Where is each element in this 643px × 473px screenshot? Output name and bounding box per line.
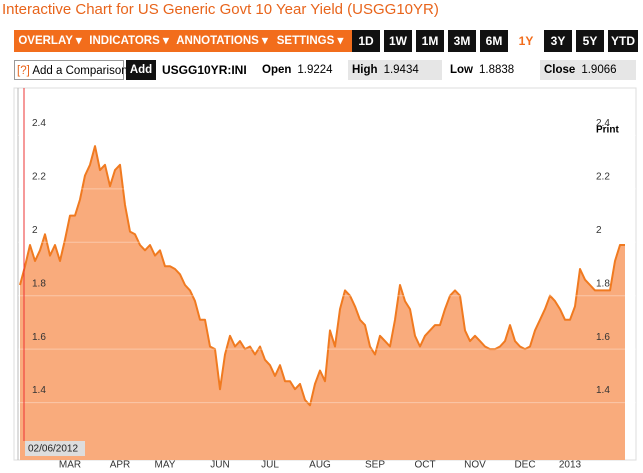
stat-value: 1.9434 [383,64,419,76]
x-tick-label: OCT [414,460,435,471]
y-tick-label: 1.6 [32,332,46,343]
stat-value: 1.9224 [297,64,333,76]
x-tick-label: 2013 [559,460,582,471]
page-title: Interactive Chart for US Generic Govt 10… [2,1,439,18]
x-tick-label: SEP [365,460,385,471]
stat-label: Open [262,64,292,76]
ticker: USGG10YR:INI [162,63,247,77]
x-tick-label: MAR [59,460,81,471]
placeholder: Add a Comparison [32,65,128,77]
area [20,146,625,460]
y-tick-label: 1.8 [32,278,46,289]
y-tick-label: 1.8 [596,278,610,289]
chart-frame [13,87,637,461]
y-tick-label: 2 [596,225,602,236]
menu-button[interactable]: ANNOTATIONS ▾ [174,30,270,52]
menu-button[interactable]: SETTINGS ▾ [274,30,346,52]
y-tick-label: 1.6 [596,332,610,343]
y-tick-label: 1.4 [32,385,46,396]
stat-value: 1.8838 [479,64,515,76]
range-button[interactable]: 5Y [576,30,604,52]
range-button[interactable]: 1W [384,30,412,52]
line [19,145,625,407]
y-tick-label: 1.4 [596,385,610,396]
range-button[interactable]: 1Y [512,30,540,52]
print-link[interactable]: Print [596,125,619,136]
y-tick-label: 2.4 [32,118,46,129]
range-button[interactable]: 1D [352,30,380,52]
x-tick-label: DEC [514,460,535,471]
menu-button[interactable]: OVERLAY ▾ [14,30,86,52]
comparison-input[interactable]: [?] Add a Comparison [14,60,128,80]
x-tick-label: MAY [155,460,176,471]
range-button[interactable]: 3M [448,30,476,52]
range-button[interactable]: 3Y [544,30,572,52]
y-tick-label: 2.2 [32,171,46,182]
stat: Open 1.9224 [258,60,342,80]
y-tick-label: 2.2 [596,171,610,182]
stat: High 1.9434 [348,60,442,80]
stat-label: Close [544,64,576,76]
x-tick-label: APR [110,460,131,471]
x-tick-label: AUG [309,460,331,471]
date-box [25,441,85,456]
range-button[interactable]: 6M [480,30,508,52]
menu-button[interactable]: INDICATORS ▾ [88,30,170,52]
add-button[interactable]: Add [126,60,156,80]
stat: Close 1.9066 [540,60,636,80]
stat-label: Low [450,64,473,76]
stat-label: High [352,64,378,76]
range-button[interactable]: 1M [416,30,444,52]
x-tick-label: NOV [464,460,486,471]
stat: Low 1.8838 [446,60,536,80]
range-button[interactable]: YTD [608,30,638,52]
stat-value: 1.9066 [581,64,617,76]
y-tick-label: 2 [32,225,38,236]
x-tick-label: JUN [210,460,229,471]
x-tick-label: JUL [261,460,279,471]
help-icon[interactable]: [?] [17,65,30,77]
start-date: 02/06/2012 [28,444,78,455]
y-tick-label: 2.4 [596,118,610,129]
